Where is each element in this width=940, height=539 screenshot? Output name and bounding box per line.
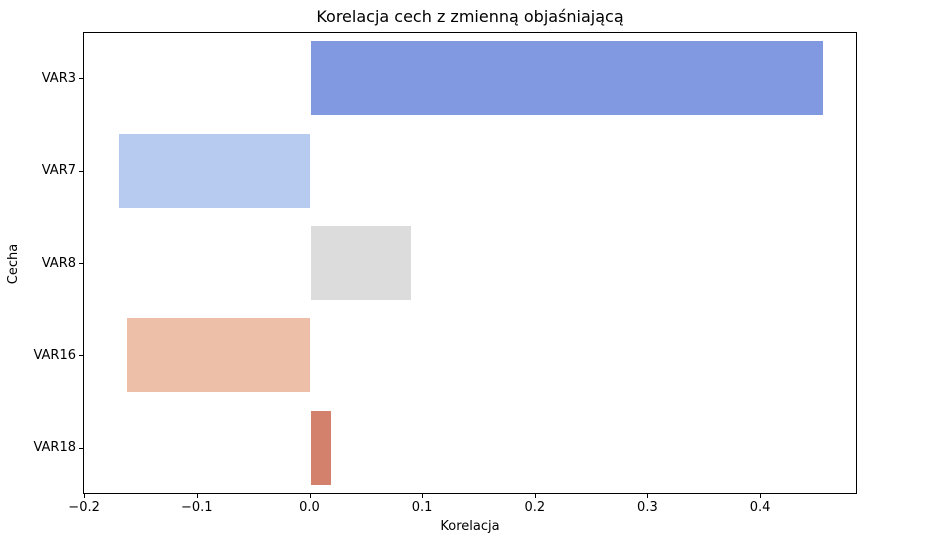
y-tick-mark — [79, 263, 83, 264]
bar-VAR3 — [310, 41, 824, 116]
bar-VAR7 — [118, 133, 311, 208]
x-tick-label-0.1: 0.1 — [411, 500, 433, 515]
y-tick-mark — [79, 448, 83, 449]
y-tick-mark — [79, 171, 83, 172]
x-tick-mark — [84, 494, 86, 498]
x-tick-label-0.3: 0.3 — [637, 500, 658, 515]
y-axis-label: Cecha — [6, 243, 21, 285]
y-tick-label-VAR7: VAR7 — [41, 163, 76, 179]
bar-VAR8 — [310, 226, 411, 300]
x-tick-label-0.4: 0.4 — [749, 500, 771, 515]
x-axis-label: Korelacja — [440, 519, 500, 534]
y-tick-label-VAR16: VAR16 — [33, 347, 76, 363]
plot-area — [83, 32, 857, 494]
x-tick-mark — [196, 494, 198, 498]
y-tick-label-VAR8: VAR8 — [41, 255, 76, 271]
x-tick-mark — [422, 494, 424, 498]
x-tick-label-0.2: 0.2 — [524, 500, 546, 515]
x-tick-mark — [647, 494, 649, 498]
x-tick-mark — [309, 494, 311, 498]
y-tick-label-VAR3: VAR3 — [41, 70, 76, 86]
x-tick-mark — [760, 494, 762, 498]
x-tick-label-0.0: 0.0 — [299, 500, 320, 515]
x-tick-mark — [534, 494, 536, 498]
chart-title: Korelacja cech z zmienną objaśniającą — [316, 7, 624, 26]
x-tick-label-−0.2: −0.2 — [68, 500, 100, 515]
bar-VAR18 — [310, 410, 331, 485]
y-tick-label-VAR18: VAR18 — [33, 440, 76, 456]
y-tick-mark — [79, 78, 83, 79]
y-tick-mark — [79, 355, 83, 356]
bar-VAR16 — [126, 318, 311, 393]
x-tick-label-−0.1: −0.1 — [181, 500, 213, 515]
